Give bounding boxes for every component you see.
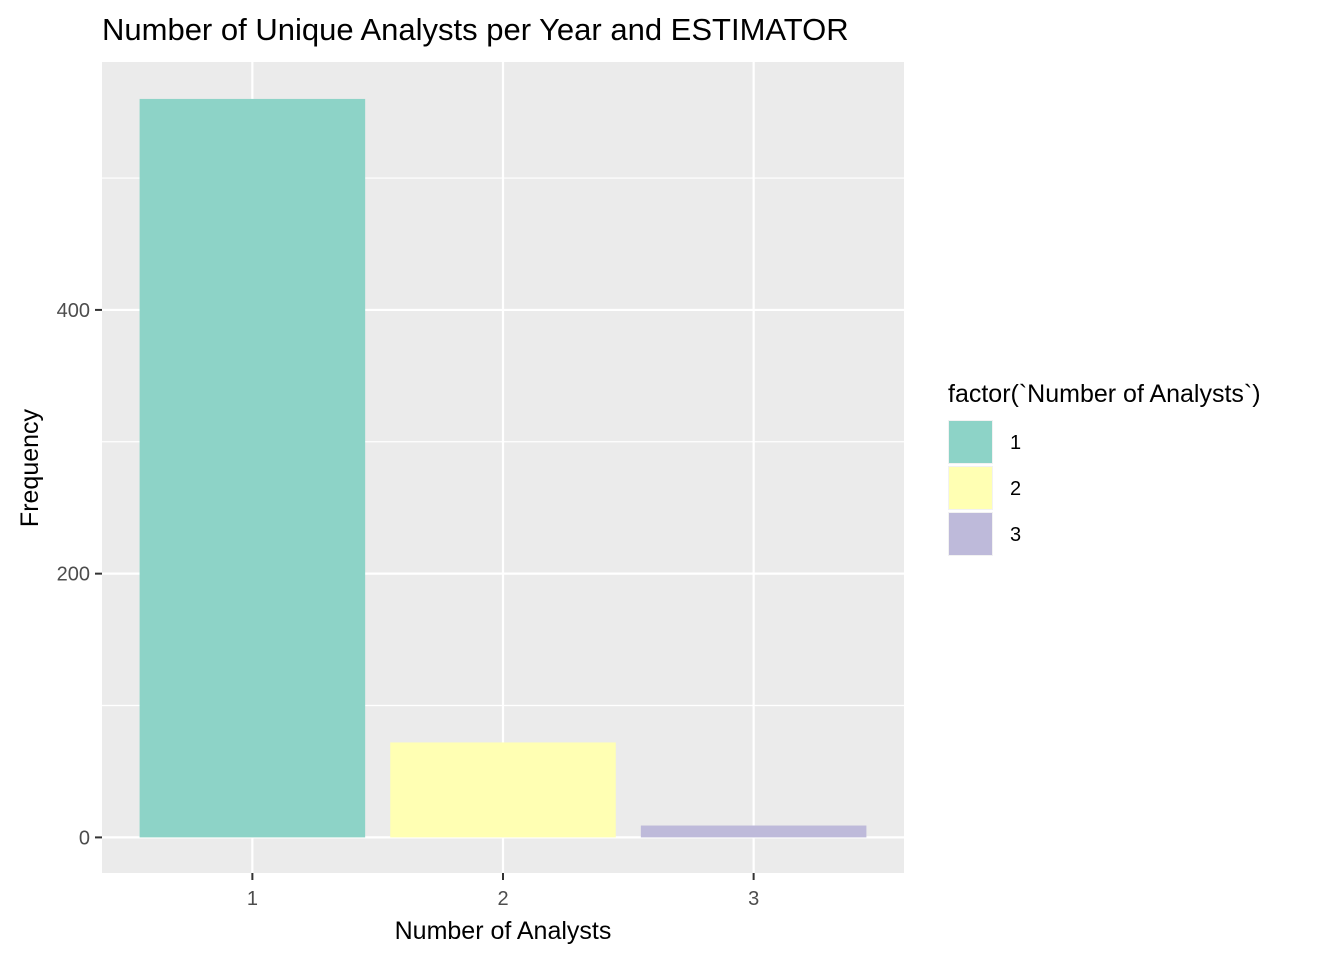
legend-label: 3 — [1010, 524, 1021, 546]
bar-1 — [139, 98, 366, 838]
bar-2 — [390, 742, 616, 838]
y-axis: 0 200 400 — [57, 300, 102, 849]
legend-key-swatch — [949, 513, 992, 555]
legend-label: 1 — [1010, 432, 1021, 454]
legend-key-swatch — [949, 421, 992, 463]
x-tick-label: 1 — [247, 888, 258, 910]
y-tick-label: 0 — [79, 827, 90, 849]
legend-label: 2 — [1010, 478, 1021, 500]
bar-3 — [640, 825, 867, 838]
y-axis-title: Frequency — [16, 408, 44, 527]
x-tick-label: 3 — [748, 888, 759, 910]
y-tick-label: 200 — [57, 564, 90, 586]
y-tick-label: 400 — [57, 300, 90, 322]
bars — [139, 98, 867, 838]
x-tick-label: 2 — [497, 888, 508, 910]
x-axis: 1 2 3 — [247, 873, 759, 910]
legend-items: 1 2 3 — [948, 420, 1021, 556]
legend-title: factor(`Number of Analysts`) — [948, 380, 1261, 408]
legend-key-swatch — [949, 467, 992, 509]
x-axis-title: Number of Analysts — [395, 917, 612, 945]
chart-title: Number of Unique Analysts per Year and E… — [102, 12, 849, 47]
legend: factor(`Number of Analysts`) 1 2 3 — [948, 380, 1261, 556]
